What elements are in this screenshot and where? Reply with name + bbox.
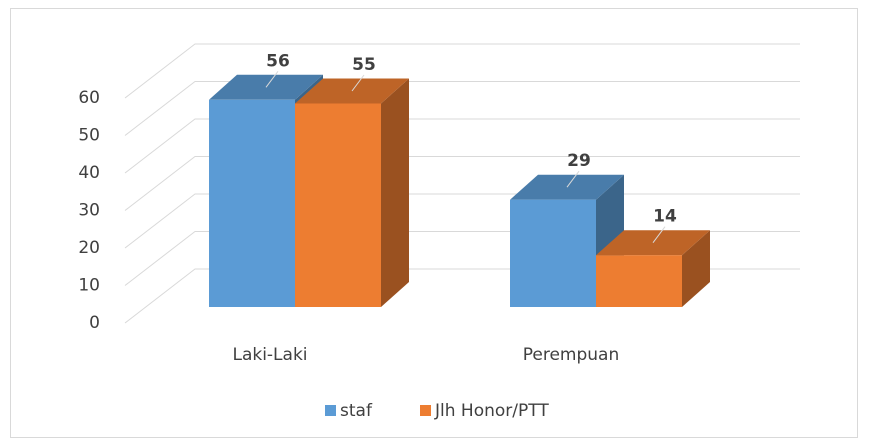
y-tick-label: 60 bbox=[78, 88, 100, 108]
y-tick-label: 50 bbox=[78, 126, 100, 146]
bar-side bbox=[682, 230, 710, 307]
y-tick-label: 30 bbox=[78, 201, 100, 221]
data-label: 14 bbox=[653, 207, 677, 227]
grid-line bbox=[124, 118, 800, 174]
leader-line bbox=[351, 74, 365, 92]
y-tick-label: 40 bbox=[78, 163, 100, 183]
grid-line bbox=[124, 156, 800, 211]
leader-line bbox=[265, 71, 279, 88]
y-tick-label: 20 bbox=[78, 238, 100, 258]
bar bbox=[510, 199, 596, 307]
bar bbox=[295, 103, 381, 307]
data-label: 29 bbox=[567, 151, 591, 171]
y-tick-label: 10 bbox=[78, 276, 100, 296]
x-tick-label: Laki-Laki bbox=[232, 345, 307, 365]
bar-side bbox=[381, 78, 409, 307]
legend-swatch bbox=[325, 405, 336, 416]
data-label: 55 bbox=[352, 55, 376, 75]
y-tick-label: 0 bbox=[89, 313, 100, 333]
leader-line bbox=[566, 170, 580, 188]
data-label: 56 bbox=[266, 51, 290, 71]
legend-label: Jlh Honor/PTT bbox=[434, 401, 549, 421]
legend-label: staf bbox=[340, 401, 373, 421]
grid-line bbox=[124, 43, 800, 99]
legend-swatch bbox=[420, 405, 431, 416]
bar bbox=[209, 99, 295, 307]
grid-line bbox=[124, 81, 800, 136]
x-tick-label: Perempuan bbox=[523, 345, 620, 365]
chart-border bbox=[10, 8, 858, 438]
leader-line bbox=[652, 226, 666, 243]
bar bbox=[596, 255, 682, 307]
